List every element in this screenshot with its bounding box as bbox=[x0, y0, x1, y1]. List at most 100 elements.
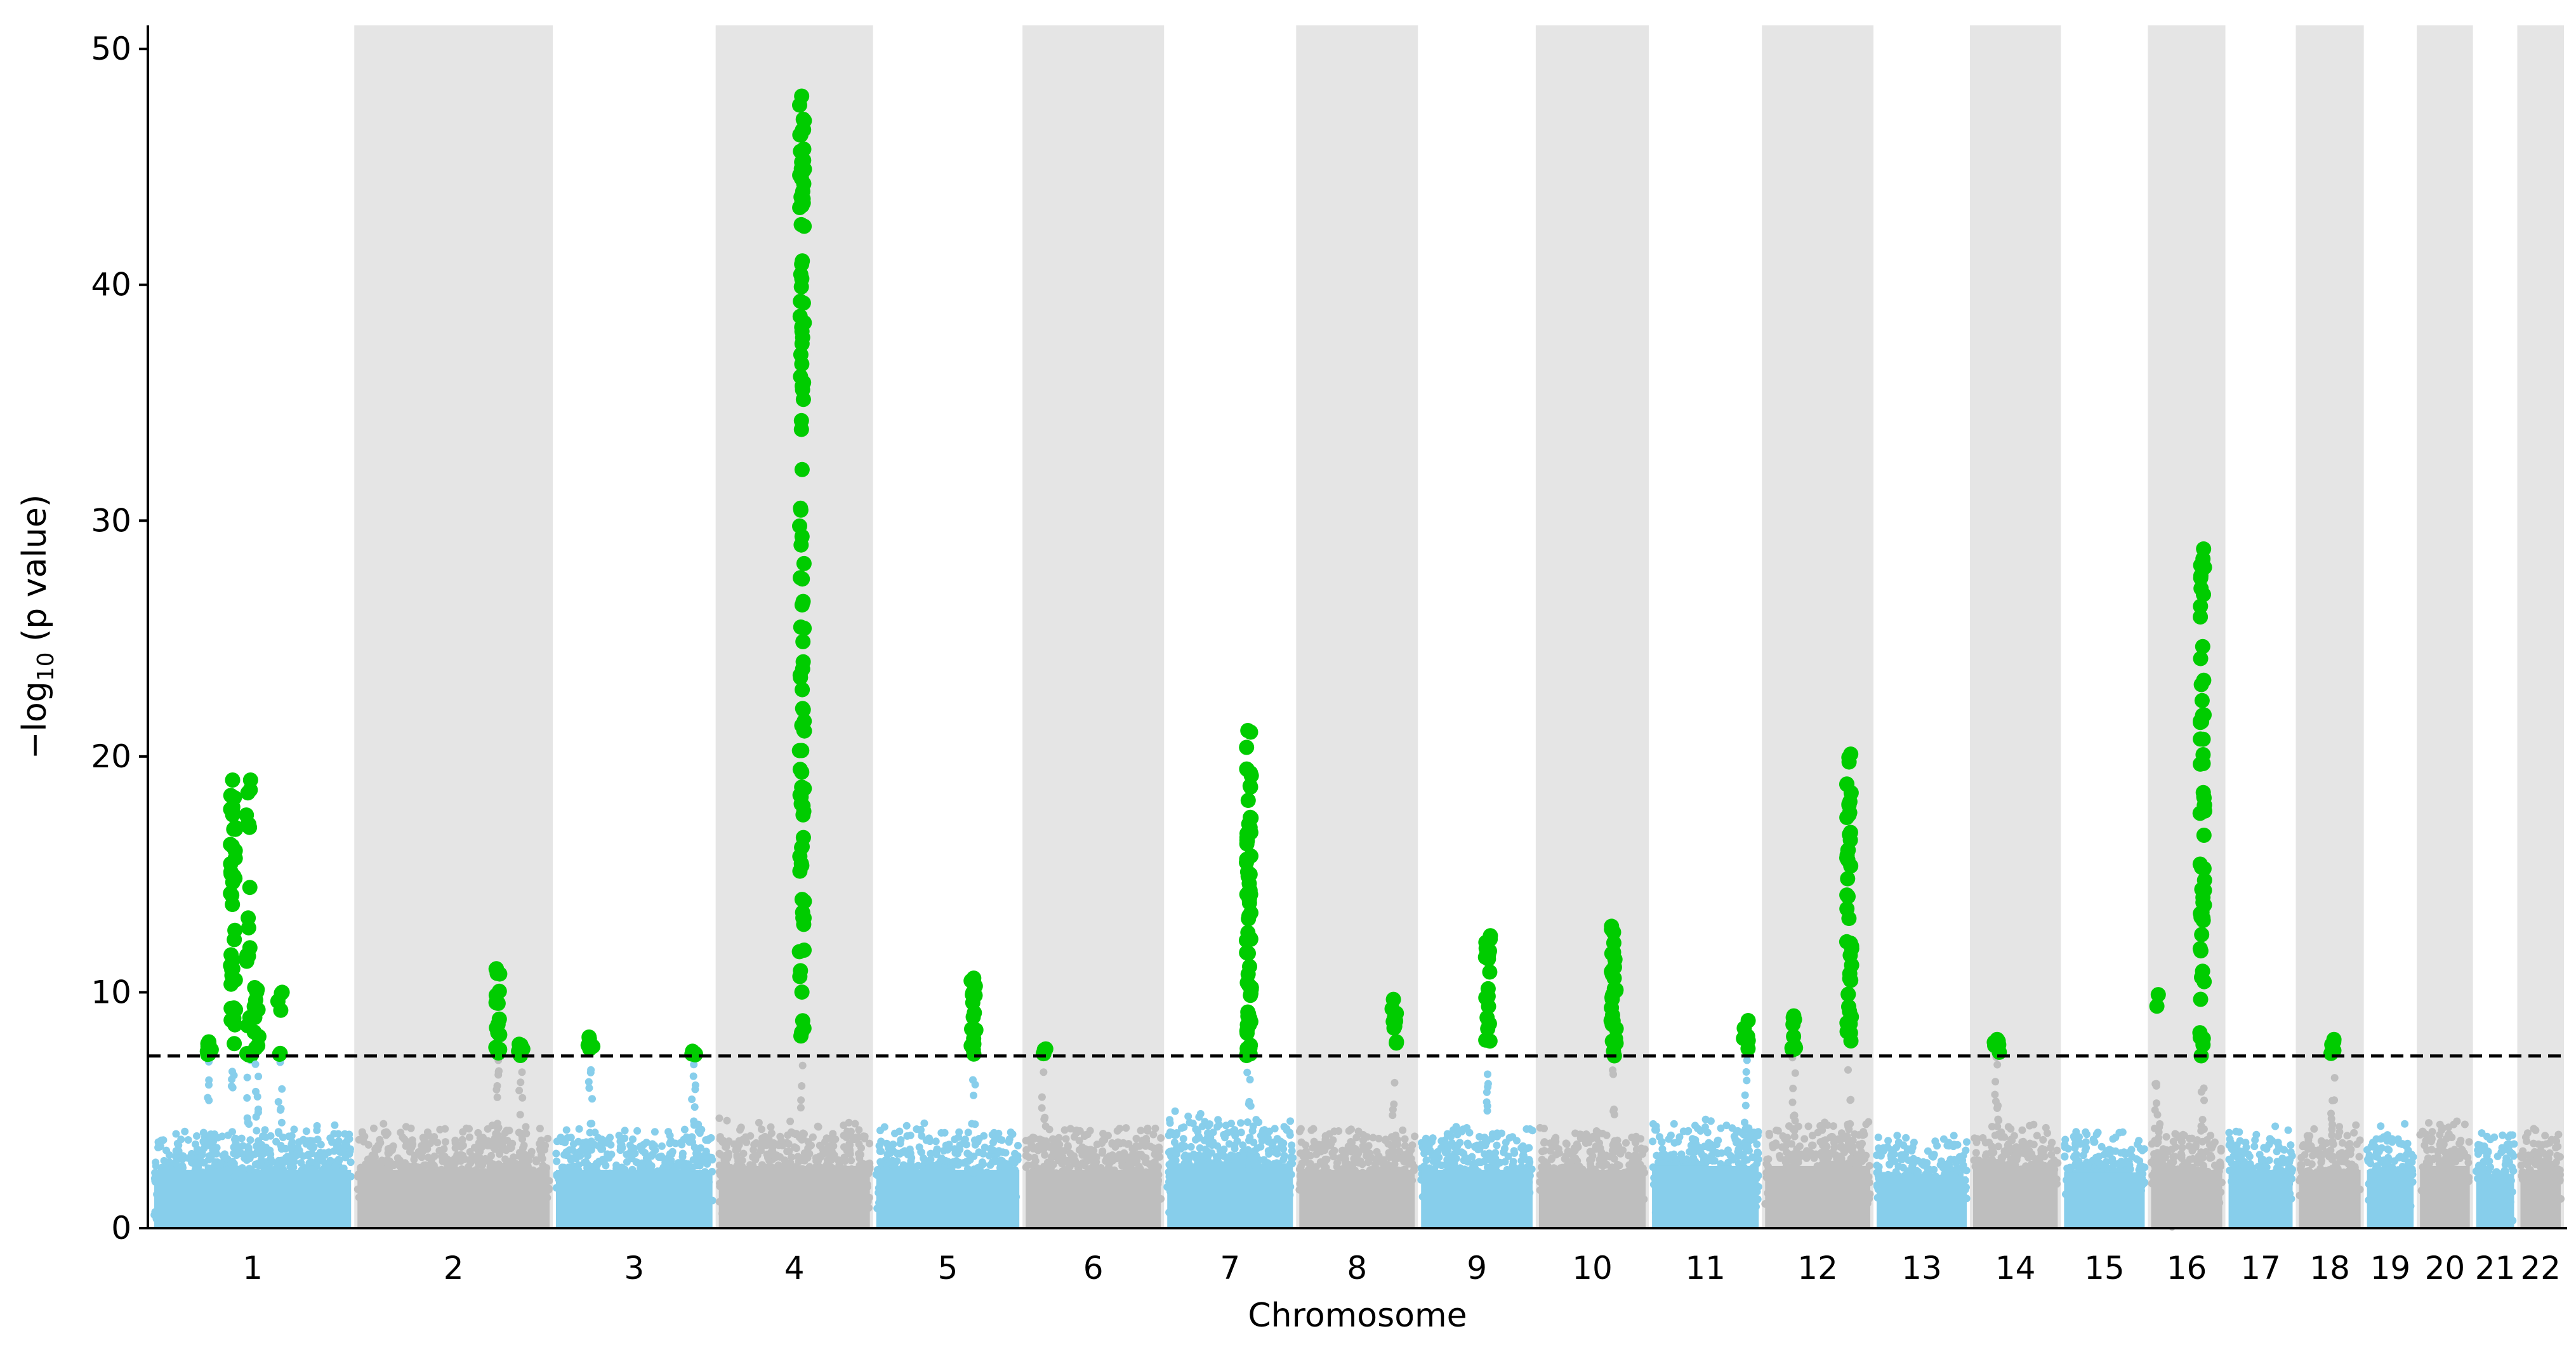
snp-point bbox=[1329, 1136, 1337, 1144]
snp-point bbox=[1024, 1161, 1032, 1169]
snp-point bbox=[232, 1151, 241, 1159]
snp-point bbox=[1846, 1096, 1854, 1104]
snp-point bbox=[1248, 1127, 1257, 1135]
significant-snp-point bbox=[795, 191, 811, 207]
snp-point bbox=[699, 1152, 707, 1160]
significant-snp-point bbox=[1239, 1021, 1255, 1037]
snp-point bbox=[1830, 1143, 1839, 1151]
snp-point bbox=[1504, 1153, 1512, 1160]
snp-point bbox=[494, 1071, 503, 1079]
snp-point bbox=[1443, 1130, 1451, 1138]
snp-point bbox=[1938, 1157, 1945, 1165]
snp-point bbox=[690, 1143, 699, 1151]
snp-point bbox=[1011, 1159, 1019, 1167]
snp-point bbox=[954, 1133, 963, 1141]
significant-snp-point bbox=[488, 961, 504, 977]
snp-point bbox=[441, 1138, 449, 1146]
snp-point bbox=[786, 1117, 795, 1125]
chromosome-mass-3 bbox=[555, 1170, 713, 1228]
snp-point bbox=[746, 1132, 755, 1140]
significant-snp-point bbox=[223, 864, 239, 880]
significant-snp-point bbox=[794, 256, 810, 272]
significant-snp-point bbox=[1239, 887, 1255, 903]
snp-point bbox=[522, 1123, 530, 1131]
snp-point bbox=[1510, 1147, 1518, 1155]
snp-point bbox=[1837, 1156, 1846, 1165]
snp-point bbox=[1189, 1150, 1198, 1158]
significant-snp-point bbox=[489, 995, 505, 1011]
snp-point bbox=[739, 1135, 747, 1144]
significant-snp-point bbox=[793, 293, 809, 309]
snp-point bbox=[1665, 1135, 1673, 1143]
snp-point bbox=[1116, 1125, 1124, 1133]
snp-point bbox=[337, 1148, 345, 1156]
snp-point bbox=[307, 1158, 315, 1166]
snp-point bbox=[1453, 1148, 1462, 1156]
snp-point bbox=[1477, 1140, 1485, 1148]
snp-point bbox=[1333, 1163, 1341, 1171]
significant-snp-point bbox=[795, 910, 811, 926]
snp-point bbox=[1634, 1155, 1642, 1163]
significant-snp-point bbox=[793, 216, 809, 232]
significant-snp-point bbox=[1606, 924, 1622, 940]
snp-point bbox=[1902, 1134, 1910, 1142]
significant-snp-point bbox=[1843, 1033, 1859, 1049]
snp-point bbox=[538, 1155, 546, 1163]
snp-point bbox=[1950, 1132, 1958, 1140]
snp-point bbox=[1122, 1124, 1130, 1132]
snp-point bbox=[1803, 1153, 1811, 1160]
snp-point bbox=[894, 1149, 902, 1158]
snp-point bbox=[1255, 1118, 1263, 1127]
snp-point bbox=[1800, 1135, 1809, 1143]
chromosome-mass-1 bbox=[154, 1170, 352, 1228]
significant-snp-point bbox=[274, 985, 289, 1001]
snp-point bbox=[433, 1139, 442, 1147]
chromosome-mass-7 bbox=[1167, 1163, 1293, 1228]
significant-snp-point bbox=[492, 1027, 508, 1043]
snp-point bbox=[696, 1144, 704, 1152]
snp-point bbox=[527, 1148, 536, 1156]
snp-point bbox=[877, 1137, 885, 1146]
snp-point bbox=[291, 1152, 300, 1160]
snp-point bbox=[621, 1127, 629, 1135]
significant-snp-point bbox=[246, 998, 262, 1014]
snp-point bbox=[1231, 1141, 1239, 1149]
snp-point bbox=[1311, 1163, 1319, 1171]
significant-snp-point bbox=[1239, 762, 1255, 778]
snp-point bbox=[1726, 1151, 1734, 1160]
snp-point bbox=[1399, 1155, 1407, 1163]
snp-point bbox=[267, 1132, 275, 1140]
snp-point bbox=[855, 1126, 863, 1134]
snp-point bbox=[1741, 1091, 1749, 1099]
snp-point bbox=[420, 1161, 428, 1169]
snp-point bbox=[690, 1061, 698, 1069]
snp-point bbox=[1031, 1153, 1039, 1161]
snp-point bbox=[791, 1143, 798, 1151]
snp-point bbox=[1245, 1100, 1253, 1108]
snp-point bbox=[673, 1162, 681, 1170]
snp-point bbox=[770, 1139, 778, 1147]
snp-point bbox=[299, 1152, 307, 1160]
snp-point bbox=[661, 1156, 670, 1165]
snp-point bbox=[1804, 1122, 1813, 1130]
snp-point bbox=[1086, 1149, 1094, 1158]
snp-point bbox=[592, 1160, 600, 1168]
snp-point bbox=[1084, 1156, 1092, 1165]
significant-snp-point bbox=[795, 830, 811, 845]
snp-point bbox=[1745, 1132, 1754, 1140]
snp-point bbox=[1295, 1127, 1304, 1135]
snp-point bbox=[487, 1151, 495, 1160]
snp-point bbox=[1834, 1135, 1842, 1143]
snp-point bbox=[1280, 1151, 1288, 1160]
snp-point bbox=[424, 1153, 432, 1161]
snp-point bbox=[482, 1140, 491, 1148]
snp-point bbox=[1231, 1126, 1239, 1134]
significant-snp-point bbox=[795, 593, 811, 609]
significant-snp-point bbox=[491, 1011, 507, 1027]
snp-point bbox=[519, 1094, 527, 1102]
snp-point bbox=[1205, 1150, 1213, 1158]
snp-point bbox=[1809, 1132, 1817, 1140]
snp-point bbox=[1108, 1140, 1116, 1148]
snp-point bbox=[217, 1159, 225, 1167]
snp-point bbox=[920, 1155, 928, 1162]
